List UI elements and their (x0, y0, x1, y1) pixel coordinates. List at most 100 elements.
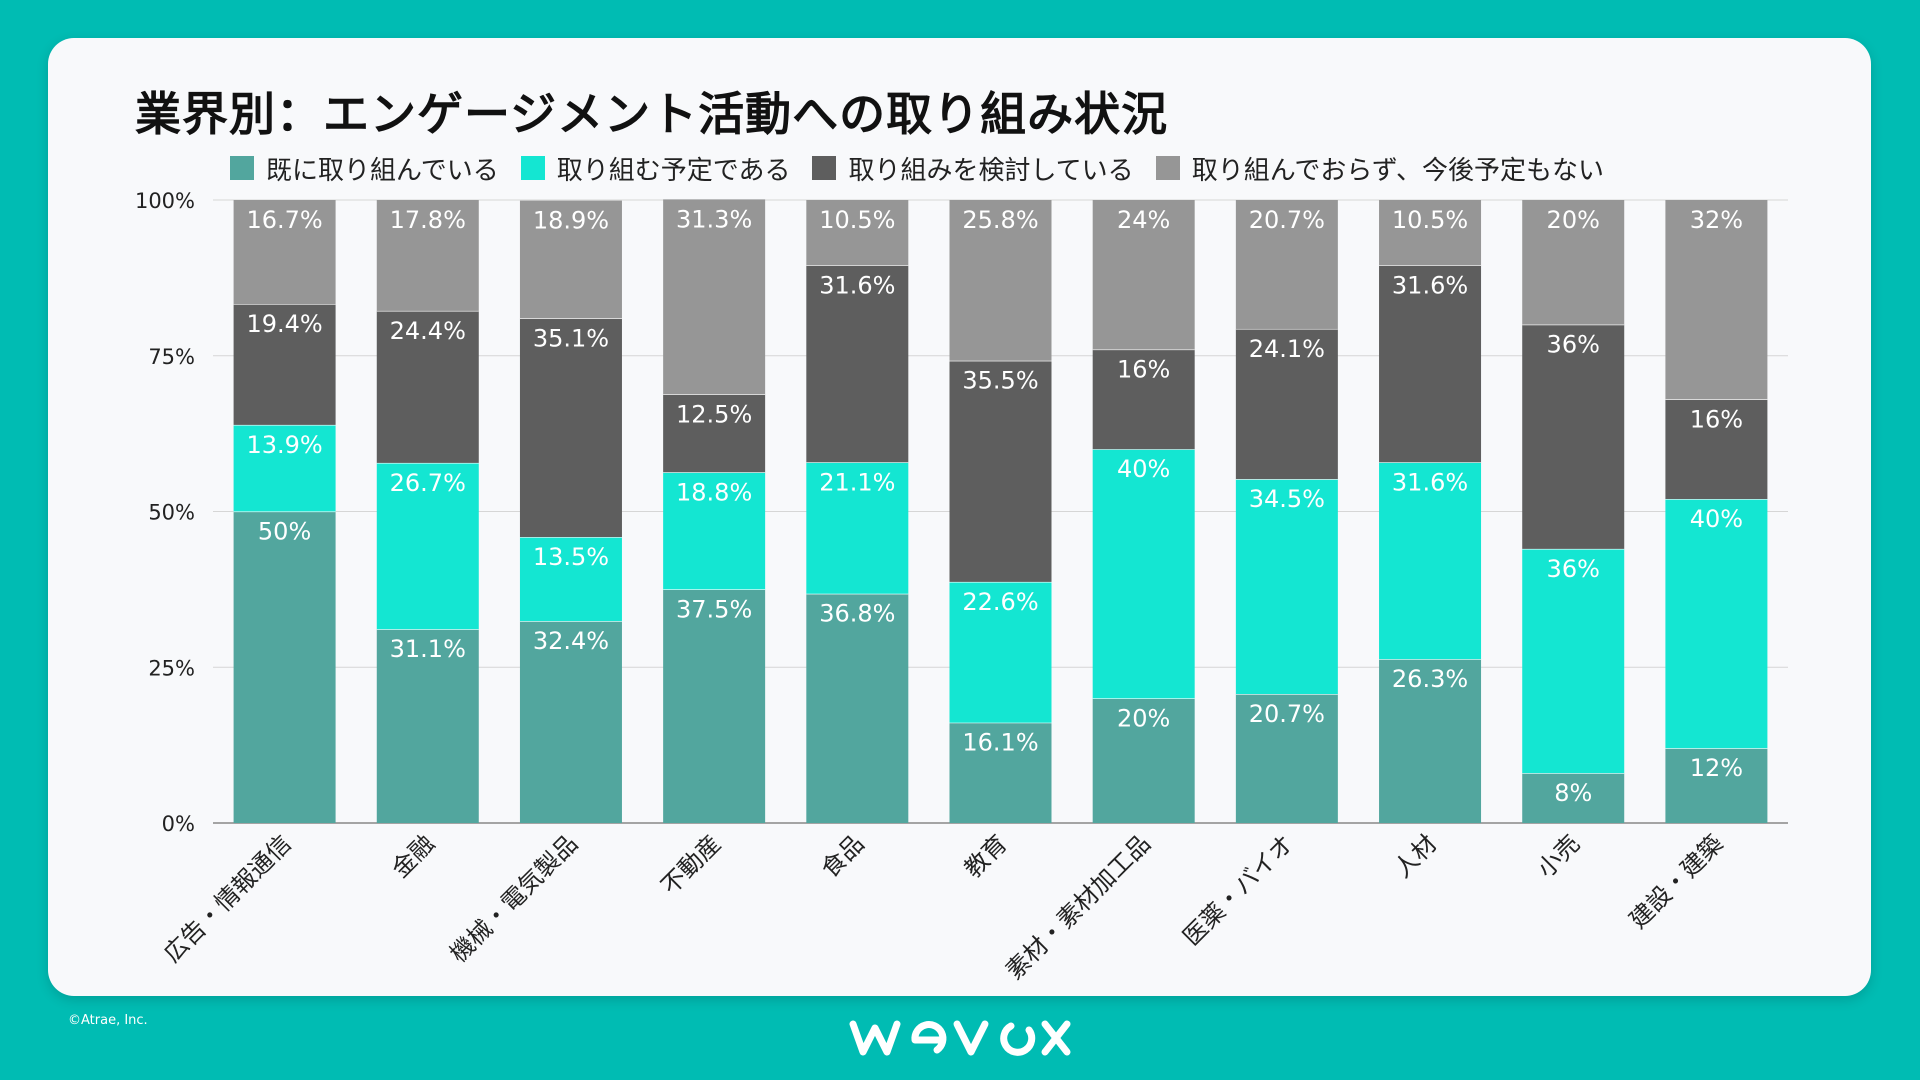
bar-segment (519, 537, 622, 622)
bar-segment (1379, 462, 1482, 660)
bar-segment (519, 621, 622, 823)
wevox-logo (849, 1020, 1071, 1056)
data-label: 8% (1554, 779, 1592, 807)
data-label: 18.8% (676, 478, 752, 506)
bar-segment (1235, 328, 1338, 480)
category-label: 小売 (1532, 829, 1586, 883)
bar-segment (1379, 200, 1482, 266)
bar-segment (1665, 200, 1768, 400)
bar-segment (376, 629, 479, 823)
bar-segment (1522, 773, 1625, 823)
data-label: 16.1% (962, 729, 1038, 757)
y-tick-label: 50% (148, 501, 195, 525)
bar-segment (806, 593, 909, 823)
legend-item-planned: 取り組む予定である (520, 150, 791, 187)
bar-segment (1522, 548, 1625, 774)
bar-segment (1235, 479, 1338, 695)
data-label: 32.4% (533, 627, 609, 655)
legend: 既に取り組んでいる 取り組む予定である 取り組みを検討している 取り組んでおらず… (230, 150, 1626, 186)
data-label: 31.6% (1392, 468, 1468, 496)
legend-swatch (812, 156, 837, 180)
data-label: 32% (1690, 206, 1743, 234)
bar-segment (1235, 694, 1338, 823)
bar-segment (1522, 200, 1625, 325)
data-label: 50% (258, 518, 311, 546)
bar-segment (1235, 200, 1338, 329)
legend-item-considering: 取り組みを検討している (812, 150, 1134, 187)
data-label: 12% (1690, 754, 1743, 782)
bar-segment (1092, 200, 1195, 350)
legend-swatch (1155, 156, 1180, 180)
data-label: 16% (1690, 405, 1743, 433)
data-label: 16% (1117, 356, 1170, 384)
bar-segment (949, 360, 1052, 582)
category-label: 医薬・バイオ (1177, 829, 1299, 951)
category-label: 素材・素材加工品 (1000, 829, 1156, 985)
data-label: 12.5% (676, 400, 752, 428)
data-label: 40% (1690, 505, 1743, 533)
data-label: 20% (1117, 704, 1170, 732)
data-label: 17.8% (390, 206, 466, 234)
data-label: 18.9% (533, 207, 609, 235)
data-label: 16.7% (246, 206, 322, 234)
data-label: 37.5% (676, 595, 752, 623)
data-label: 31.3% (676, 205, 752, 233)
bar-segment (233, 304, 336, 425)
legend-label: 取り組んでおらず、今後予定もない (1191, 155, 1605, 186)
legend-swatch (230, 156, 254, 180)
category-label: 教育 (959, 829, 1013, 883)
bar-segment (949, 722, 1052, 823)
bar-segment (1379, 659, 1482, 823)
data-label: 20% (1547, 206, 1600, 234)
data-label: 36% (1547, 331, 1600, 359)
bar-segment (233, 424, 336, 512)
legend-label: 既に取り組んでいる (266, 155, 499, 186)
category-label: 広告・情報通信 (158, 829, 297, 968)
data-label: 31.6% (819, 271, 895, 299)
bar-segment (376, 200, 479, 311)
data-label: 31.1% (390, 635, 466, 663)
data-label: 13.5% (533, 543, 609, 571)
data-label: 36.8% (819, 600, 895, 628)
bar-segment (806, 200, 909, 266)
data-label: 24.1% (1249, 335, 1325, 363)
data-label: 22.6% (962, 588, 1038, 616)
bar-segment (519, 318, 622, 538)
bar-segment (806, 462, 909, 594)
y-tick-label: 25% (148, 656, 195, 680)
bar-segment (1092, 449, 1195, 699)
bar-segment (1665, 399, 1768, 500)
data-label: 19.4% (246, 310, 322, 338)
y-tick-label: 0% (162, 812, 195, 836)
bar-segment (1522, 324, 1625, 549)
data-label: 26.3% (1392, 665, 1468, 693)
bar-segment (663, 589, 766, 823)
bar-segment (663, 472, 766, 590)
bar-segment (663, 199, 766, 395)
bar-segment (376, 310, 479, 463)
bar-segment (233, 200, 336, 305)
y-tick-label: 100% (135, 189, 195, 213)
category-label: 金融 (386, 829, 440, 883)
legend-item-already: 既に取り組んでいる (230, 150, 499, 187)
data-label: 10.5% (1392, 206, 1468, 234)
category-label: 不動産 (656, 829, 727, 900)
data-label: 24.4% (390, 317, 466, 345)
data-label: 24% (1117, 206, 1170, 234)
data-label: 25.8% (962, 206, 1038, 234)
data-label: 20.7% (1249, 700, 1325, 728)
legend-item-none: 取り組んでおらず、今後予定もない (1155, 150, 1605, 187)
data-label: 35.1% (533, 324, 609, 352)
bar-segment (663, 394, 766, 473)
bar-segment (1092, 349, 1195, 450)
legend-label: 取り組む予定である (556, 155, 791, 186)
bar-segment (1092, 698, 1195, 823)
data-label: 31.6% (1392, 271, 1468, 299)
data-label: 20.7% (1249, 206, 1325, 234)
legend-label: 取り組みを検討している (848, 155, 1134, 186)
bar-segment (519, 200, 622, 319)
category-label: 人材 (1389, 829, 1443, 883)
bar-segment (1665, 748, 1768, 823)
data-label: 40% (1117, 455, 1170, 483)
